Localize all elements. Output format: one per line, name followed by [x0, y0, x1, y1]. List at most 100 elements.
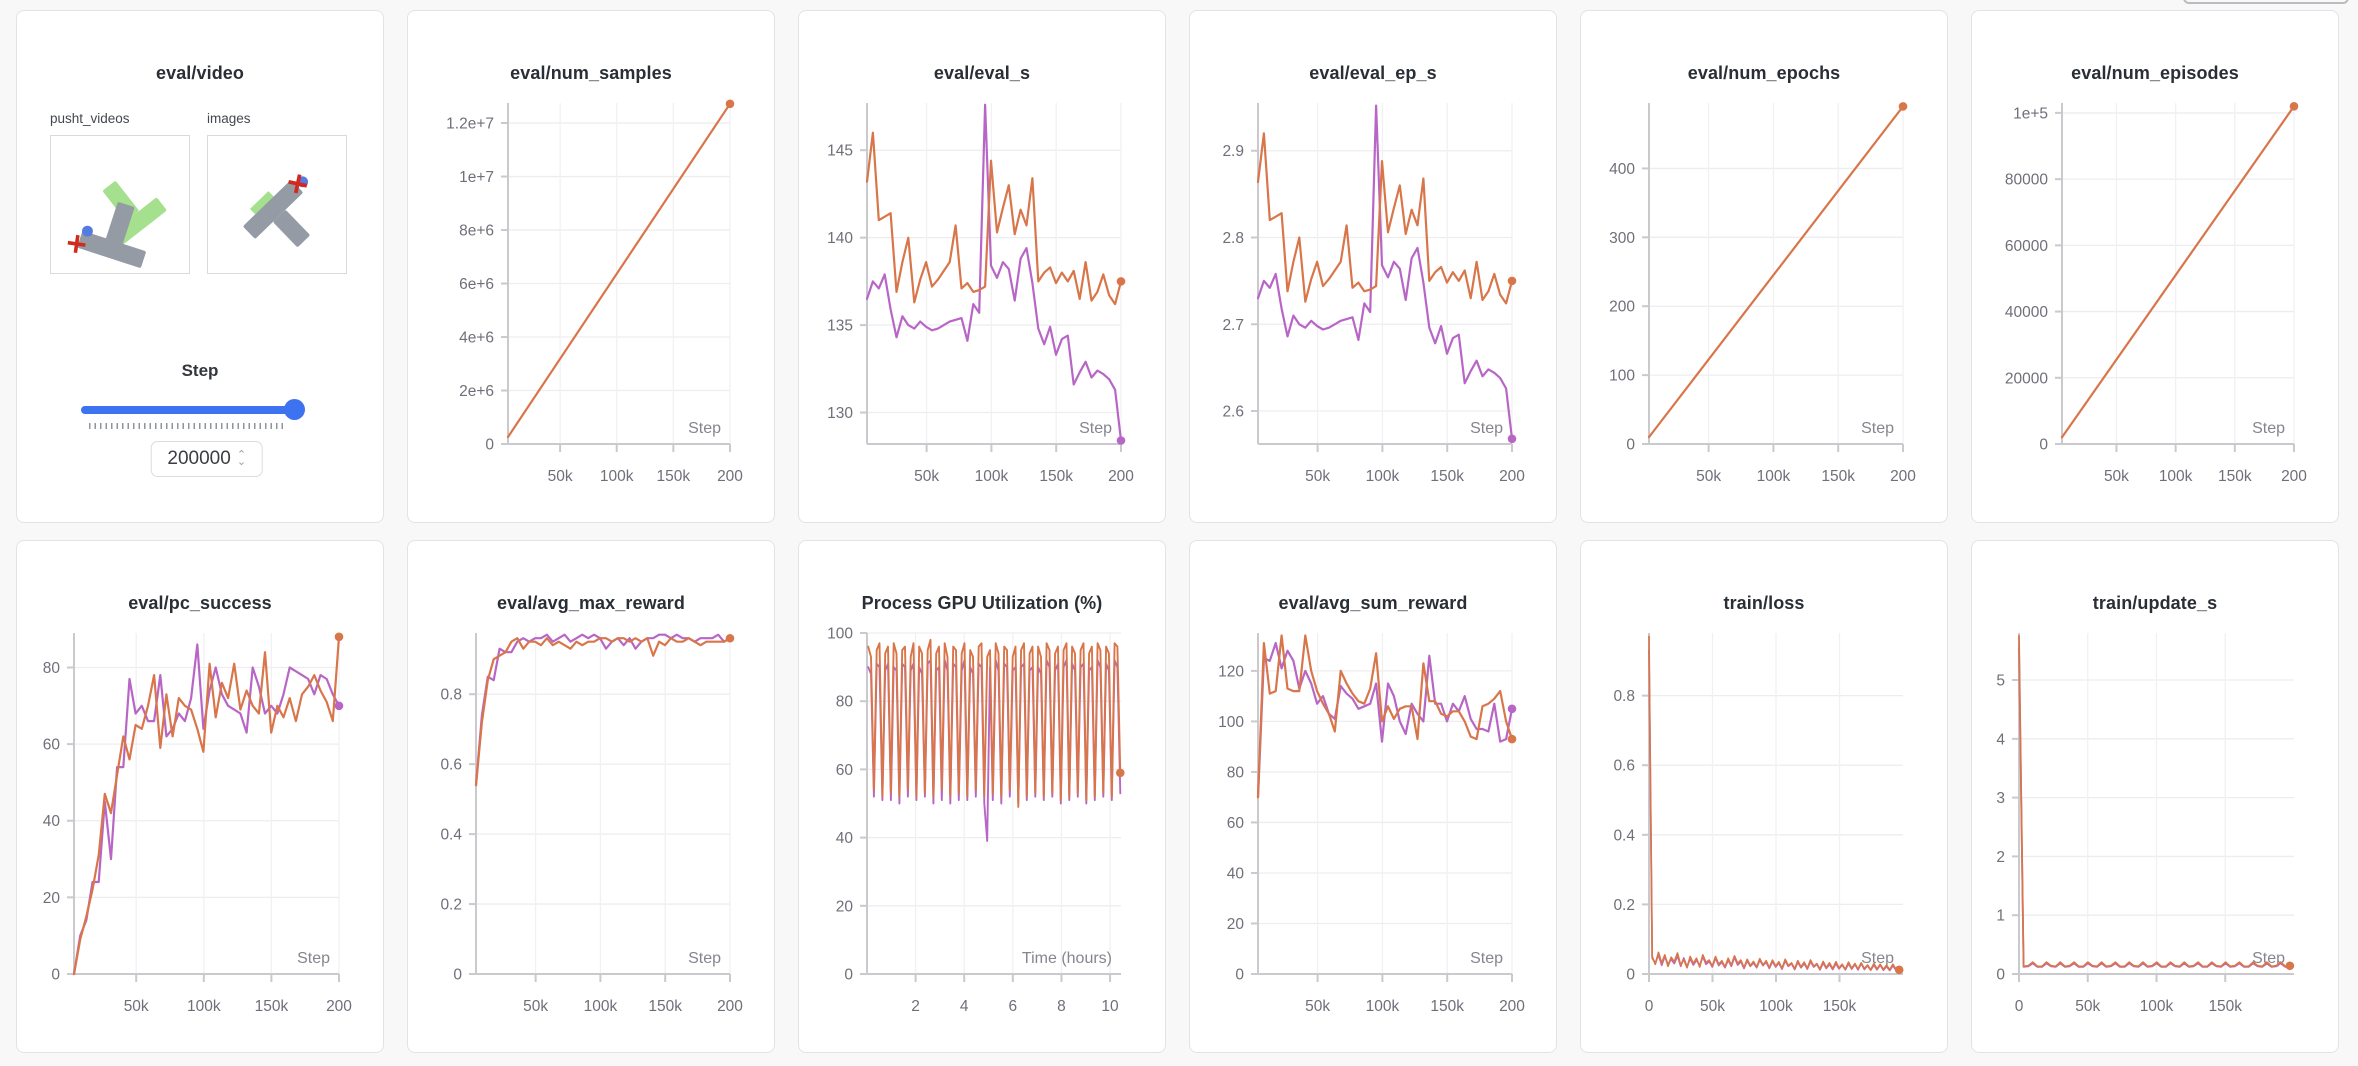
svg-text:20: 20 — [836, 898, 854, 915]
svg-text:150k: 150k — [255, 998, 289, 1015]
agent-dot — [82, 225, 93, 237]
step-slider[interactable] — [81, 399, 305, 420]
svg-text:2.8: 2.8 — [1222, 230, 1244, 247]
svg-text:200: 200 — [717, 998, 743, 1015]
pusht-scene-image — [67, 181, 167, 268]
slider-handle[interactable] — [284, 399, 305, 420]
svg-text:50k: 50k — [523, 998, 548, 1015]
step-input-value: 200000 — [167, 448, 231, 469]
svg-text:Step: Step — [1470, 420, 1503, 437]
svg-text:50k: 50k — [1305, 998, 1330, 1015]
svg-text:100k: 100k — [975, 468, 1009, 485]
panel-gpu-utilization: Process GPU Utilization (%) 0 20 40 60 80 100… — [798, 540, 1166, 1053]
step-input[interactable]: 200000 ⌃ ⌄ — [150, 441, 263, 477]
svg-text:0: 0 — [844, 967, 853, 984]
svg-text:100k: 100k — [1757, 468, 1791, 485]
panel-train-loss: train/loss 0 0.2 0.4 0.6 0.8 0 50k 100k 150k Step — [1580, 540, 1948, 1053]
svg-text:50k: 50k — [2075, 998, 2100, 1015]
chart-train-loss[interactable]: 0 0.2 0.4 0.6 0.8 0 50k 100k 150k Step — [1581, 541, 1947, 1052]
svg-text:200: 200 — [2281, 468, 2307, 485]
svg-text:80000: 80000 — [2005, 172, 2048, 189]
svg-text:150k: 150k — [1821, 468, 1855, 485]
panel-title: eval/pc_success — [128, 593, 272, 613]
stepper-arrows-icon[interactable]: ⌃ ⌄ — [236, 449, 247, 468]
panel-title: eval/num_epochs — [1687, 63, 1841, 83]
svg-text:40: 40 — [836, 830, 854, 847]
svg-text:2.6: 2.6 — [1222, 404, 1244, 421]
chart-train-update-s[interactable]: 0 1 2 3 4 5 0 50k 100k 150k Step — [1972, 541, 2338, 1052]
svg-text:50k: 50k — [124, 998, 149, 1015]
panel-title: train/loss — [1723, 593, 1805, 613]
svg-text:8e+6: 8e+6 — [459, 223, 494, 240]
svg-text:2.9: 2.9 — [1222, 143, 1244, 160]
svg-text:50k: 50k — [1696, 468, 1721, 485]
pusht-scene-image — [243, 174, 310, 247]
svg-text:100k: 100k — [1759, 998, 1793, 1015]
svg-text:100k: 100k — [187, 998, 221, 1015]
panel-eval-video: eval/video pusht_videos images — [16, 10, 384, 523]
chart-eval-num-samples[interactable]: 0 2e+6 4e+6 6e+6 8e+6 1e+7 1.2e+7 50k 100k 150k 20… — [408, 11, 774, 522]
chart-eval-num-episodes[interactable]: 0 20000 40000 60000 80000 1e+5 50k 100k 150k 200 S… — [1972, 11, 2338, 522]
svg-text:40: 40 — [43, 813, 61, 830]
svg-text:40: 40 — [1227, 865, 1245, 882]
chart-eval-avg-sum-reward[interactable]: 0 20 40 60 80 100 120 50k 100k 150k 200 Step — [1190, 541, 1556, 1052]
chart-eval-eval-s[interactable]: 130 135 140 145 50k 100k 150k 200 Step — [799, 11, 1165, 522]
svg-text:8: 8 — [1057, 998, 1066, 1015]
svg-text:6: 6 — [1009, 998, 1018, 1015]
slider-track[interactable] — [81, 406, 303, 414]
chart-gpu-utilization[interactable]: 0 20 40 60 80 100 2 4 6 8 10 Time (hours) — [799, 541, 1165, 1052]
svg-text:0: 0 — [485, 437, 494, 454]
svg-text:80: 80 — [1227, 764, 1245, 781]
svg-text:Step: Step — [297, 950, 330, 967]
svg-text:120: 120 — [1218, 663, 1244, 680]
panel-title: eval/eval_ep_s — [1309, 63, 1437, 83]
panel-title: eval/num_samples — [510, 63, 672, 83]
svg-text:20: 20 — [1227, 916, 1245, 933]
svg-text:200: 200 — [1108, 468, 1134, 485]
svg-text:200: 200 — [1499, 468, 1525, 485]
svg-text:2: 2 — [1996, 849, 2005, 866]
svg-text:0: 0 — [453, 967, 462, 984]
svg-text:150k: 150k — [1039, 468, 1073, 485]
svg-text:0.6: 0.6 — [440, 757, 462, 774]
svg-text:0.8: 0.8 — [440, 687, 462, 704]
svg-text:145: 145 — [827, 143, 853, 160]
chart-eval-pc-success[interactable]: 0 20 40 60 80 50k 100k 150k 200 Step — [17, 541, 383, 1052]
svg-text:300: 300 — [1609, 230, 1635, 247]
panel-title: eval/avg_max_reward — [496, 593, 686, 613]
svg-text:0: 0 — [1235, 967, 1244, 984]
chart-eval-num-epochs[interactable]: 0 100 200 300 400 50k 100k 150k 200 Step — [1581, 11, 1947, 522]
panel-eval-num-episodes: eval/num_episodes 0 20000 40000 60000 80000 1… — [1971, 10, 2339, 523]
svg-text:0.6: 0.6 — [1613, 758, 1635, 775]
svg-text:Step: Step — [1079, 420, 1112, 437]
svg-text:60: 60 — [43, 737, 61, 754]
panel-title: eval/video — [155, 63, 245, 83]
svg-text:140: 140 — [827, 230, 853, 247]
svg-text:Step: Step — [2252, 420, 2285, 437]
panel-eval-avg-sum-reward: eval/avg_sum_reward 0 20 40 60 80 100 120 50k 10… — [1189, 540, 1557, 1053]
chart-eval-avg-max-reward[interactable]: 0 0.2 0.4 0.6 0.8 50k 100k 150k 200 Step — [408, 541, 774, 1052]
svg-text:2e+6: 2e+6 — [459, 383, 494, 400]
svg-text:Time (hours): Time (hours) — [1022, 950, 1112, 967]
svg-text:50k: 50k — [1700, 998, 1725, 1015]
media-caption-images: images — [207, 111, 251, 126]
chart-eval-eval-ep-s[interactable]: 2.6 2.7 2.8 2.9 50k 100k 150k 200 Step — [1190, 11, 1556, 522]
svg-text:4e+6: 4e+6 — [459, 330, 494, 347]
svg-text:150k: 150k — [1430, 998, 1464, 1015]
svg-text:0: 0 — [2015, 998, 2024, 1015]
svg-text:100k: 100k — [2140, 998, 2174, 1015]
svg-text:50k: 50k — [2104, 468, 2129, 485]
svg-text:50k: 50k — [914, 468, 939, 485]
svg-text:Step: Step — [1470, 950, 1503, 967]
media-thumbnail-images[interactable] — [207, 135, 347, 274]
svg-text:4: 4 — [1996, 731, 2005, 748]
media-caption-pusht-videos: pusht_videos — [50, 111, 130, 126]
panel-eval-num-epochs: eval/num_epochs 0 100 200 300 400 50k 100k 150k… — [1580, 10, 1948, 523]
slider-tick-ruler — [89, 423, 285, 429]
panel-title: Process GPU Utilization (%) — [861, 593, 1103, 613]
svg-text:0: 0 — [1626, 967, 1635, 984]
svg-text:0: 0 — [51, 967, 60, 984]
media-thumbnail-pusht-videos[interactable] — [50, 135, 190, 274]
svg-text:200: 200 — [326, 998, 352, 1015]
